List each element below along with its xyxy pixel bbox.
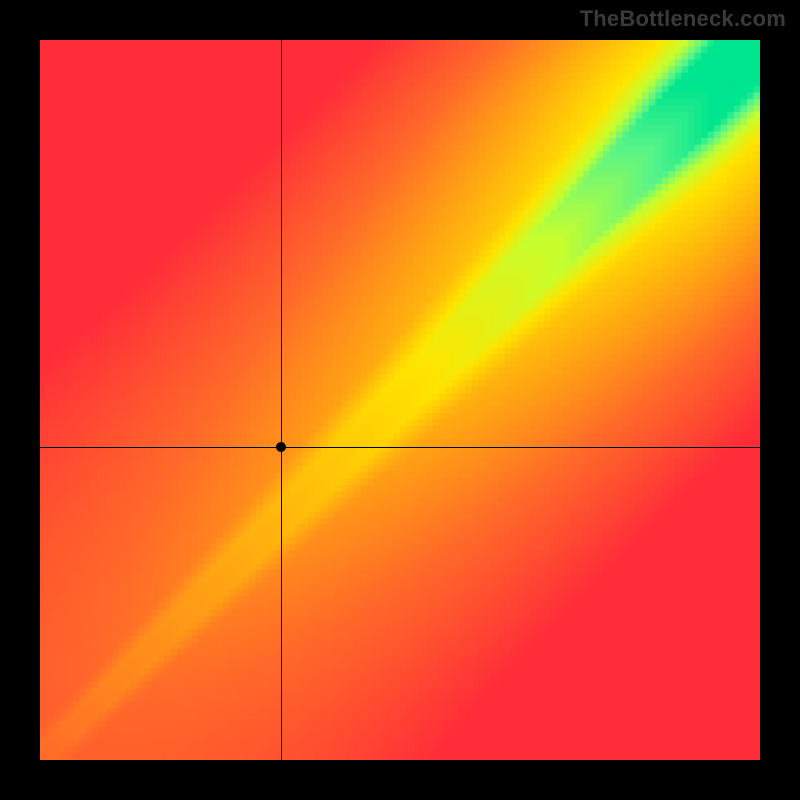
crosshair-vertical bbox=[281, 40, 282, 760]
crosshair-horizontal bbox=[40, 447, 760, 448]
watermark-text: TheBottleneck.com bbox=[580, 6, 786, 32]
bottleneck-heatmap bbox=[40, 40, 760, 760]
heatmap-canvas bbox=[40, 40, 760, 760]
crosshair-marker bbox=[276, 442, 286, 452]
